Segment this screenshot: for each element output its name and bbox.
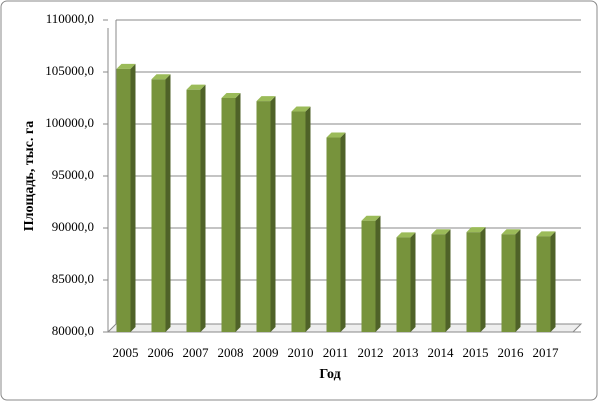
bar-top: [186, 84, 206, 90]
bar: [361, 220, 376, 332]
x-tick-label: 2016: [498, 345, 525, 360]
bar-top: [326, 132, 346, 138]
x-tick-label: 2012: [358, 345, 384, 360]
y-tick-label: 90000,0: [52, 219, 94, 234]
bar-top: [501, 229, 521, 235]
bar: [431, 234, 446, 332]
bar: [536, 236, 551, 332]
bar-top: [256, 96, 276, 102]
x-axis-title: Год: [319, 367, 340, 382]
x-tick-label: 2013: [393, 345, 419, 360]
bar: [221, 98, 236, 332]
bar: [186, 89, 201, 333]
bar-top: [291, 106, 311, 112]
bar-side: [410, 232, 416, 332]
bar-side: [200, 84, 206, 333]
bar-top: [116, 63, 136, 69]
bar: [396, 237, 411, 332]
bar-side: [270, 96, 276, 333]
bar-side: [515, 229, 521, 332]
x-tick-label: 2008: [218, 345, 244, 360]
x-tick-label: 2009: [253, 345, 279, 360]
x-tick-label: 2006: [148, 345, 175, 360]
bar: [466, 232, 481, 332]
bar-side: [235, 93, 241, 332]
x-tick-label: 2015: [463, 345, 489, 360]
y-tick-label: 95000,0: [52, 167, 94, 182]
bar: [116, 68, 131, 332]
bar: [291, 111, 306, 333]
bar: [256, 101, 271, 333]
x-tick-label: 2011: [323, 345, 349, 360]
x-tick-label: 2007: [183, 345, 210, 360]
y-tick-label: 100000,0: [45, 115, 94, 130]
bar-side: [305, 106, 311, 333]
x-tick-label: 2017: [533, 345, 560, 360]
bar-top: [151, 74, 171, 80]
bar-top: [431, 229, 451, 235]
bar-side: [480, 227, 486, 332]
bar-side: [340, 132, 346, 332]
y-tick-label: 110000,0: [46, 11, 94, 26]
x-tick-label: 2014: [428, 345, 455, 360]
bar-side: [130, 63, 136, 332]
bar-side: [550, 231, 556, 332]
bar-top: [361, 215, 381, 221]
bar-top: [221, 93, 241, 98]
y-axis-title: Площадь, тыс. га: [22, 121, 37, 231]
bar: [326, 137, 341, 332]
x-tick-label: 2005: [113, 345, 139, 360]
bar-side: [165, 74, 171, 332]
bar-top: [396, 232, 416, 238]
bar: [501, 234, 516, 332]
bar-top: [536, 231, 556, 237]
bar: [151, 79, 166, 332]
x-tick-label: 2010: [288, 345, 314, 360]
bar-top: [466, 227, 486, 233]
y-tick-label: 105000,0: [45, 63, 94, 78]
bar-side: [445, 229, 451, 332]
bar-side: [375, 215, 381, 332]
y-tick-label: 85000,0: [52, 271, 94, 286]
y-tick-label: 80000,0: [52, 323, 94, 338]
